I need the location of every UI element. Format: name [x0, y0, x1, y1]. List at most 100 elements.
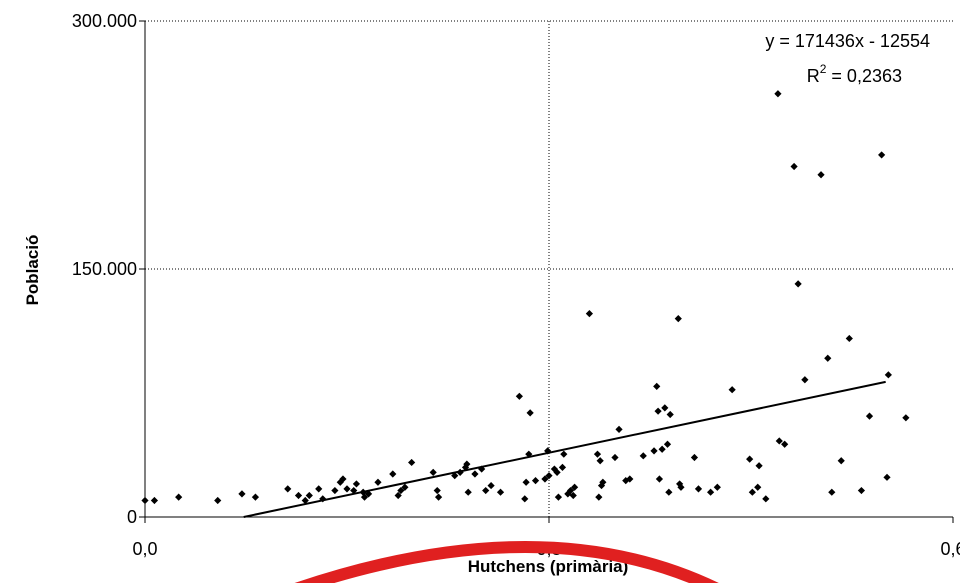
data-point-53 [560, 450, 568, 458]
data-point-48 [545, 472, 553, 480]
data-point-55 [566, 486, 575, 495]
trendline [243, 380, 886, 518]
data-point-93 [781, 440, 789, 448]
data-point-96 [801, 376, 809, 384]
data-point-43 [525, 450, 533, 458]
data-point-52 [558, 463, 567, 471]
data-point-84 [713, 483, 721, 491]
data-point-68 [639, 452, 647, 460]
trendline-equation: y = 171436x - 12554 [765, 31, 930, 51]
data-point-107 [902, 414, 910, 422]
x-tick-label-2: 0,6 [940, 539, 960, 559]
data-point-4 [238, 490, 246, 498]
data-point-28 [433, 486, 441, 495]
data-point-104 [878, 151, 886, 159]
data-point-26 [408, 458, 416, 467]
data-point-75 [663, 440, 672, 448]
data-point-73 [658, 445, 666, 453]
data-point-38 [487, 481, 495, 490]
data-point-105 [883, 473, 891, 481]
data-point-94 [790, 162, 798, 171]
x-axis-title: Hutchens (primària) [468, 557, 629, 576]
data-point-45 [531, 477, 540, 485]
data-point-57 [570, 483, 579, 491]
data-point-32 [461, 463, 470, 471]
axes [139, 20, 954, 523]
data-point-5 [251, 493, 260, 501]
data-point-41 [521, 495, 529, 503]
data-point-40 [515, 392, 523, 400]
data-point-63 [599, 478, 607, 486]
data-point-85 [728, 386, 736, 394]
y-tick-label-2: 300.000 [72, 11, 137, 31]
data-point-97 [817, 171, 825, 179]
data-point-47 [544, 447, 552, 455]
data-point-95 [794, 280, 802, 288]
data-point-51 [554, 493, 563, 501]
data-point-14 [339, 475, 347, 483]
data-point-35 [471, 470, 479, 478]
data-point-60 [595, 493, 603, 501]
data-point-81 [690, 453, 699, 462]
data-point-102 [857, 486, 866, 495]
data-point-71 [654, 407, 662, 415]
data-point-82 [694, 485, 703, 493]
data-point-90 [762, 495, 770, 503]
data-point-56 [569, 491, 577, 500]
data-point-34 [464, 488, 472, 496]
data-point-8 [301, 496, 309, 505]
data-point-103 [865, 412, 874, 420]
y-axis-title: Població [23, 235, 42, 306]
data-point-23 [394, 491, 402, 500]
data-point-86 [746, 455, 754, 463]
data-point-29 [434, 493, 443, 501]
data-point-6 [284, 485, 292, 493]
data-point-46 [541, 475, 549, 483]
y-tick-label-0: 0 [127, 507, 137, 527]
data-point-58 [585, 310, 593, 318]
data-point-3 [214, 496, 222, 505]
data-point-50 [553, 468, 561, 476]
data-point-66 [622, 477, 630, 485]
data-point-11 [319, 495, 327, 503]
data-point-80 [677, 483, 685, 491]
data-point-15 [343, 485, 351, 493]
data-point-64 [611, 453, 619, 462]
data-point-49 [550, 465, 558, 473]
data-point-87 [748, 488, 756, 496]
data-point-77 [666, 410, 674, 419]
data-point-44 [526, 409, 534, 417]
data-points [141, 90, 910, 505]
data-point-83 [707, 488, 715, 496]
data-point-99 [828, 488, 836, 496]
data-point-9 [305, 491, 313, 500]
data-point-17 [352, 480, 361, 488]
data-point-106 [884, 371, 892, 379]
data-point-27 [429, 468, 437, 476]
data-point-19 [360, 493, 369, 501]
data-point-24 [397, 486, 405, 495]
data-point-39 [496, 488, 505, 496]
data-point-69 [650, 447, 658, 455]
data-point-76 [665, 488, 673, 496]
data-point-91 [774, 90, 782, 98]
data-point-37 [482, 486, 490, 495]
data-point-0 [141, 496, 149, 505]
data-point-89 [755, 462, 763, 470]
data-point-67 [626, 475, 634, 483]
x-tick-label-0: 0,0 [132, 539, 157, 559]
data-point-1 [150, 496, 159, 505]
r-squared-label: R2 = 0,2363 [807, 62, 902, 86]
y-tick-label-1: 150.000 [72, 259, 137, 279]
data-point-100 [837, 457, 845, 465]
data-point-16 [350, 486, 358, 495]
data-point-79 [676, 480, 684, 488]
data-point-2 [175, 493, 183, 501]
data-point-65 [615, 425, 623, 433]
data-point-101 [845, 334, 853, 343]
data-point-12 [331, 486, 339, 495]
data-point-72 [655, 475, 664, 483]
data-point-61 [596, 457, 604, 465]
data-point-36 [478, 465, 486, 473]
